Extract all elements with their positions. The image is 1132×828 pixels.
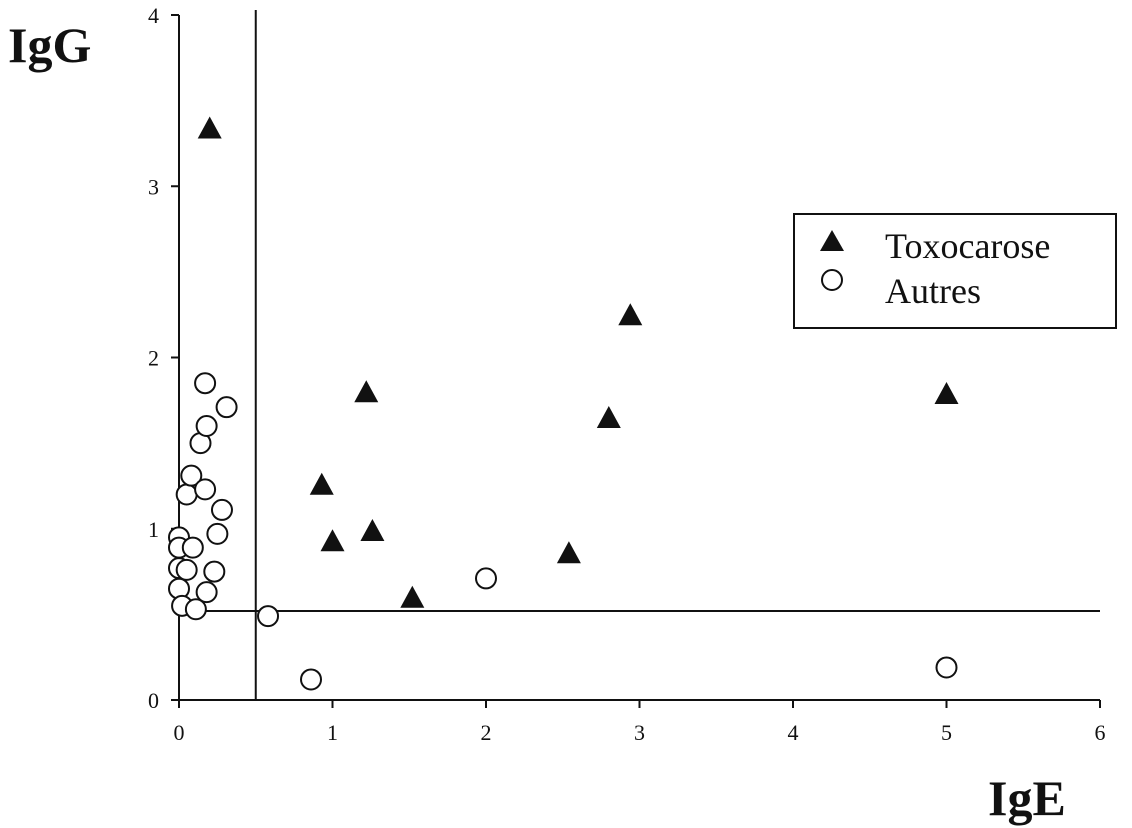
autres-point	[180, 464, 203, 487]
legend-label-toxocarose: Toxocarose	[885, 226, 1050, 266]
toxocarose-point	[618, 303, 643, 326]
legend: Toxocarose Autres	[793, 213, 1117, 329]
autres-point	[475, 567, 497, 590]
threshold-lines	[179, 10, 1100, 700]
toxocarose-point	[934, 381, 959, 404]
x-tick-label: 1	[327, 720, 338, 745]
autres-point	[195, 581, 218, 604]
autres-point	[210, 498, 233, 521]
x-tick-label: 4	[788, 720, 799, 745]
legend-marker-autres	[821, 269, 843, 291]
axes: 0 1 2 3 4 5 6 0 1 2 3 4	[148, 3, 1106, 745]
x-tick-label: 3	[634, 720, 645, 745]
x-tick-label: 2	[481, 720, 492, 745]
autres-point	[935, 656, 958, 679]
toxocarose-point	[360, 518, 385, 541]
x-tick-label: 0	[174, 720, 185, 745]
y-tick-label: 4	[148, 3, 159, 28]
toxocarose-point	[400, 585, 425, 608]
autres-point	[175, 483, 198, 506]
autres-point	[195, 415, 218, 437]
legend-label-autres: Autres	[885, 271, 981, 311]
toxocarose-point	[354, 380, 379, 403]
x-tick-label: 5	[941, 720, 952, 745]
y-tick-label: 2	[148, 346, 159, 371]
autres-point	[175, 558, 198, 581]
autres-point	[257, 605, 280, 628]
x-axis-title: IgE	[988, 770, 1066, 826]
autres-point	[206, 522, 229, 545]
autres-point	[184, 598, 207, 621]
autres-point	[203, 560, 226, 583]
toxocarose-point	[309, 472, 334, 495]
autres-point	[215, 396, 238, 419]
y-tick-label: 0	[148, 688, 159, 713]
autres-point	[300, 668, 323, 691]
autres-point	[194, 372, 217, 395]
toxocarose-point	[556, 541, 581, 564]
x-tick-label: 6	[1095, 720, 1106, 745]
legend-marker-toxocarose	[820, 230, 844, 251]
y-axis-title: IgG	[8, 17, 91, 73]
toxocarose-point	[320, 529, 345, 552]
autres-point	[194, 478, 217, 501]
autres-point	[181, 536, 204, 559]
data-points	[168, 116, 959, 691]
toxocarose-point	[197, 116, 222, 139]
legend-box	[793, 213, 1117, 329]
toxocarose-point	[596, 405, 621, 428]
y-tick-label: 1	[148, 517, 159, 542]
y-tick-label: 3	[148, 174, 159, 199]
